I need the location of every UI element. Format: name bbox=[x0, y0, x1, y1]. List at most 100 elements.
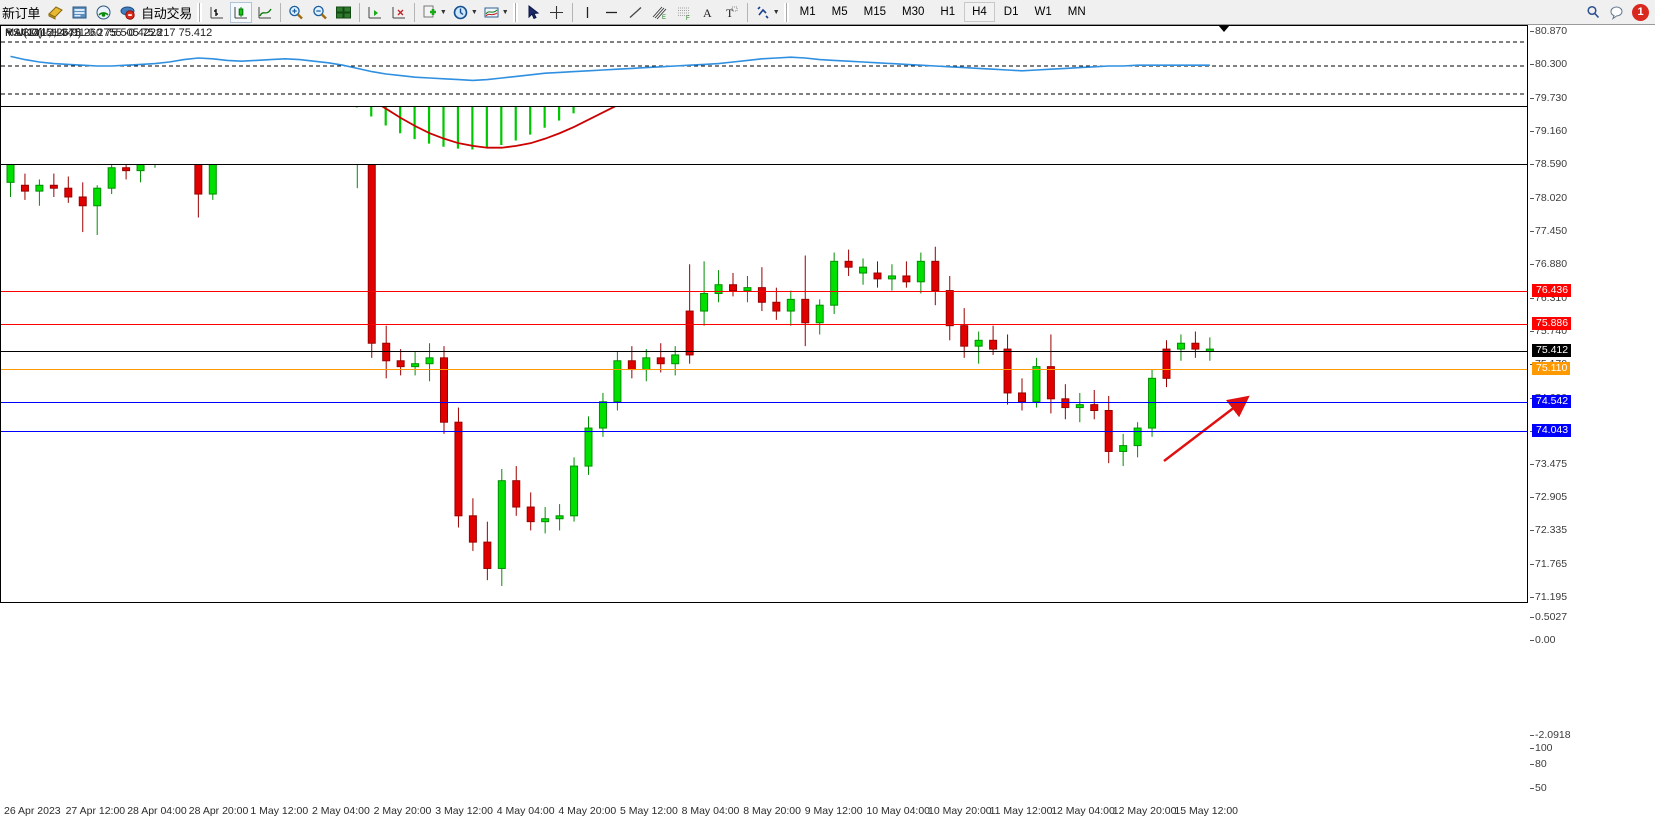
main-toolbar: 新订单 bbox=[0, 0, 1655, 25]
timeframe-w1[interactable]: W1 bbox=[1034, 6, 1052, 18]
price-tick: 71.195 bbox=[1529, 591, 1568, 603]
crosshair-icon[interactable] bbox=[546, 2, 568, 23]
toolbar-grip[interactable] bbox=[783, 2, 789, 22]
price-pane-title: ▼ UKOil-,H4 75.260 75.505 75.217 75.412 bbox=[5, 27, 213, 39]
signals-icon[interactable] bbox=[92, 2, 114, 23]
price-level-tag-74.043[interactable]: 74.043 bbox=[1532, 424, 1572, 438]
equidistant-channel-icon[interactable]: E bbox=[649, 2, 671, 23]
time-tick: 1 May 12:00 bbox=[250, 805, 309, 817]
chevron-down-icon[interactable]: ▼ bbox=[772, 8, 780, 16]
text-label-icon[interactable]: T bbox=[721, 2, 743, 23]
objects-icon[interactable] bbox=[752, 2, 774, 23]
auto-trading-button[interactable]: 自动交易 bbox=[141, 5, 192, 21]
price-level-tag-74.542[interactable]: 74.542 bbox=[1532, 395, 1572, 409]
line-chart-icon[interactable] bbox=[254, 2, 276, 23]
level-line-75.412[interactable] bbox=[1, 351, 1527, 353]
zoom-out-icon[interactable] bbox=[309, 2, 331, 23]
grid-icon[interactable] bbox=[388, 2, 410, 23]
horizontal-line-icon[interactable] bbox=[601, 2, 623, 23]
time-tick: 3 May 12:00 bbox=[435, 805, 493, 817]
timeframe-mn[interactable]: MN bbox=[1067, 6, 1086, 18]
expert-advisor-icon[interactable] bbox=[44, 2, 66, 23]
level-line-74.043[interactable] bbox=[1, 431, 1527, 433]
level-line-75.886[interactable] bbox=[1, 323, 1527, 325]
toolbar-separator bbox=[279, 2, 281, 22]
toolbar-separator bbox=[571, 2, 573, 22]
level-line-76.436[interactable] bbox=[1, 291, 1527, 293]
data-window-icon[interactable] bbox=[68, 2, 90, 23]
price-tick: 79.730 bbox=[1529, 91, 1568, 104]
price-candles bbox=[6, 47, 1214, 587]
toolbar-right-group: 1 bbox=[1581, 2, 1655, 23]
search-icon[interactable] bbox=[1582, 2, 1604, 23]
period-clock-icon[interactable] bbox=[450, 2, 472, 23]
timeframe-m30[interactable]: M30 bbox=[902, 6, 925, 18]
timeframe-m1[interactable]: M1 bbox=[799, 6, 816, 18]
macd-tick: 0.00 bbox=[1529, 633, 1556, 646]
price-tick: 77.450 bbox=[1529, 225, 1568, 238]
text-icon[interactable]: A bbox=[697, 2, 719, 23]
time-tick: 2 May 04:00 bbox=[312, 805, 370, 817]
price-level-tag-75.110[interactable]: 75.110 bbox=[1532, 361, 1571, 375]
alerts-icon[interactable] bbox=[1606, 2, 1628, 23]
price-tick: 79.160 bbox=[1529, 125, 1568, 138]
price-level-tag-76.436[interactable]: 76.436 bbox=[1532, 284, 1572, 298]
chevron-down-icon[interactable]: ▼ bbox=[439, 8, 447, 16]
time-tick: 2 May 20:00 bbox=[373, 805, 432, 817]
new-order-button[interactable]: 新订单 bbox=[2, 5, 41, 21]
time-tick: 12 May 20:00 bbox=[1112, 805, 1177, 817]
chart-collapse-caret[interactable] bbox=[1218, 25, 1230, 32]
timeframe-m5[interactable]: M5 bbox=[831, 6, 848, 18]
toolbar-separator bbox=[358, 2, 360, 22]
rsi-pane[interactable]: RSI(14) 51.3411 bbox=[0, 25, 1528, 107]
indicators-add-icon[interactable] bbox=[419, 2, 441, 23]
time-tick: 10 May 20:00 bbox=[928, 805, 992, 817]
bar-chart-icon[interactable] bbox=[206, 2, 228, 23]
svg-text:A: A bbox=[703, 6, 712, 20]
macd-tick: 0.5027 bbox=[1529, 611, 1568, 624]
timeframe-h4[interactable]: H4 bbox=[964, 2, 995, 22]
time-tick: 4 May 20:00 bbox=[558, 805, 617, 817]
chevron-down-icon[interactable]: ▼ bbox=[470, 8, 478, 16]
chart-area[interactable]: ▼ UKOil-,H4 75.260 75.505 75.217 75.412 M… bbox=[0, 25, 1655, 826]
price-scale[interactable]: 80.870 80.300 79.730 79.160 78.590 78.020 77.4… bbox=[1529, 25, 1655, 826]
candlestick-chart-icon[interactable] bbox=[229, 1, 252, 23]
timeframe-m15[interactable]: M15 bbox=[863, 6, 887, 18]
templates-icon[interactable] bbox=[481, 2, 503, 23]
vertical-line-icon[interactable] bbox=[577, 2, 599, 23]
level-line-75.110[interactable] bbox=[1, 368, 1527, 370]
toolbar-grip[interactable] bbox=[512, 2, 518, 22]
fibonacci-icon[interactable]: F bbox=[673, 2, 695, 23]
zoom-in-icon[interactable] bbox=[285, 2, 307, 23]
triangle-icon[interactable]: ▼ bbox=[5, 28, 13, 37]
time-axis: 26 Apr 2023 27 Apr 12:00 28 Apr 04:00 28 Ap… bbox=[0, 804, 1655, 826]
toolbar-grip[interactable] bbox=[196, 2, 202, 22]
time-tick: 28 Apr 20:00 bbox=[188, 805, 249, 817]
auto-trading-icon[interactable] bbox=[116, 2, 138, 23]
price-level-tag-75.886[interactable]: 75.886 bbox=[1532, 316, 1572, 330]
trendline-icon[interactable] bbox=[625, 2, 647, 23]
rsi-tick: 50 bbox=[1530, 782, 1547, 794]
timeframe-d1[interactable]: D1 bbox=[1003, 6, 1019, 18]
time-tick: 28 Apr 04:00 bbox=[127, 805, 187, 817]
level-line-74.542[interactable] bbox=[1, 402, 1527, 404]
price-tick: 73.475 bbox=[1529, 457, 1568, 470]
alert-count-badge[interactable]: 1 bbox=[1632, 3, 1649, 21]
macd-pane-title: MACD(12,26,9) -0.2755 -0.4228 bbox=[5, 27, 163, 39]
toolbar-separator bbox=[413, 2, 415, 22]
rsi-indicator bbox=[1, 41, 1527, 95]
price-tick: 80.870 bbox=[1529, 25, 1568, 37]
price-level-tag-75.412[interactable]: 75.412 bbox=[1532, 344, 1572, 358]
rsi-tick: 100 bbox=[1530, 742, 1553, 754]
time-tick: 26 Apr 2023 bbox=[4, 805, 61, 817]
time-tick: 8 May 20:00 bbox=[743, 805, 801, 817]
chevron-down-icon[interactable]: ▼ bbox=[501, 8, 509, 16]
timeframe-h1[interactable]: H1 bbox=[940, 6, 956, 18]
time-tick: 9 May 12:00 bbox=[804, 805, 863, 817]
cursor-icon[interactable] bbox=[522, 2, 544, 23]
shift-end-icon[interactable] bbox=[364, 2, 386, 23]
svg-text:F: F bbox=[686, 16, 690, 21]
tile-windows-icon[interactable] bbox=[333, 2, 355, 23]
time-tick: 10 May 04:00 bbox=[866, 805, 931, 817]
price-tick: 72.905 bbox=[1529, 490, 1568, 503]
